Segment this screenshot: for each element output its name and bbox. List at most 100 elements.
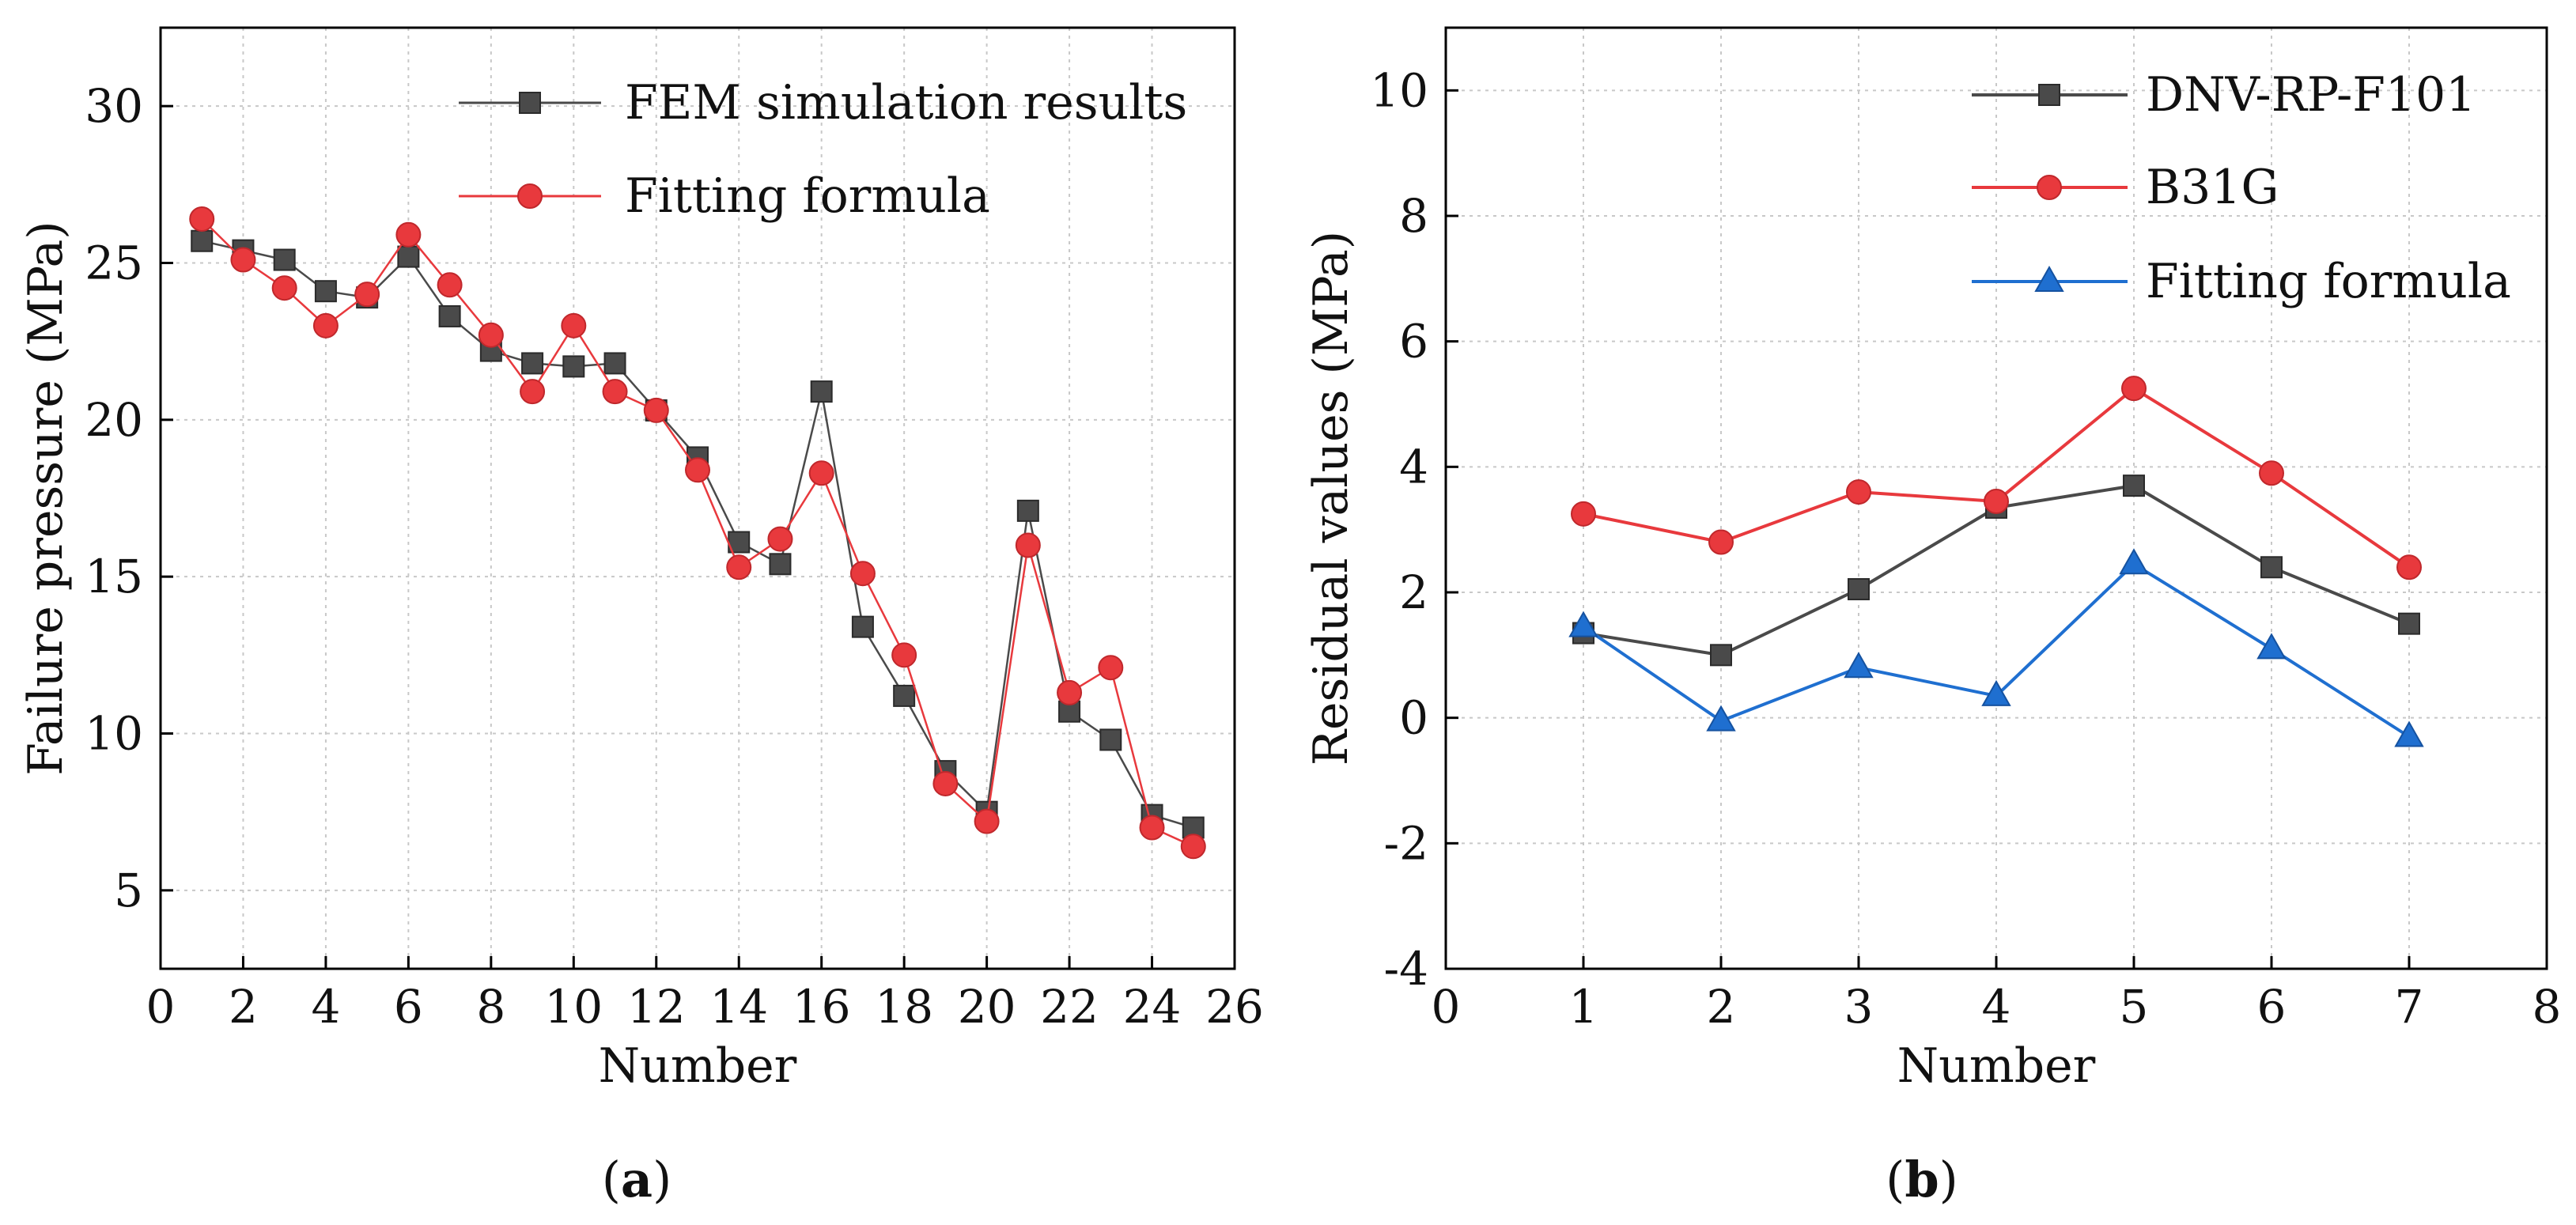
chart-b-data-point bbox=[2394, 720, 2424, 747]
chart-a-data-point bbox=[191, 229, 214, 252]
chart-a-x-tick-label: 22 bbox=[1040, 980, 1099, 1034]
chart-a-data-point bbox=[271, 275, 297, 301]
chart-b-y-tick-label: 10 bbox=[1370, 63, 1428, 117]
chart-a-data-point bbox=[849, 561, 876, 587]
chart-a-data-point bbox=[643, 397, 669, 423]
chart-b-x-tick-label: 1 bbox=[1569, 980, 1598, 1034]
chart-a-data-point bbox=[767, 526, 793, 552]
chart-a-data-point bbox=[314, 280, 337, 303]
chart-a-data-point bbox=[1098, 655, 1124, 681]
chart-b-x-tick-label: 4 bbox=[1982, 980, 2011, 1034]
chart-a-data-point bbox=[438, 304, 461, 327]
chart-a-legend-entry-fem: FEM simulation results bbox=[459, 75, 1187, 130]
chart-b-legend-entry-dnv: DNV-RP-F101 bbox=[1972, 67, 2476, 123]
chart-a-data-point bbox=[769, 553, 792, 576]
chart-a-data-point bbox=[521, 352, 544, 375]
chart-a-data-point bbox=[1139, 815, 1165, 841]
chart-b-data-point bbox=[2256, 633, 2287, 660]
chart-a-x-tick-label: 8 bbox=[476, 980, 505, 1034]
chart-b-x-tick-label: 2 bbox=[1707, 980, 1736, 1034]
chart-a-legend: FEM simulation results Fitting formula bbox=[459, 75, 1187, 224]
chart-b-legend-entry-b31g: B31G bbox=[1972, 160, 2279, 215]
chart-b-caption: (b) bbox=[1886, 1151, 1958, 1208]
chart-a-data-point bbox=[354, 282, 380, 308]
chart-b-data-point bbox=[1844, 652, 1874, 679]
chart-a-data-point bbox=[561, 312, 587, 338]
chart-b-x-tick-label: 5 bbox=[2120, 980, 2149, 1034]
chart-b-data-point bbox=[1568, 611, 1598, 637]
chart-b-y-tick-label: 2 bbox=[1399, 565, 1428, 619]
chart-a-legend-label-fem: FEM simulation results bbox=[625, 75, 1187, 130]
chart-b-data-point bbox=[1708, 529, 1734, 555]
chart-a-data-point bbox=[1016, 499, 1039, 522]
chart-b-data-point bbox=[2396, 554, 2422, 580]
chart-a-legend-entry-fit: Fitting formula bbox=[459, 168, 990, 224]
chart-a-x-tick-label: 0 bbox=[146, 980, 176, 1034]
chart-b-y-axis-label: Residual values (MPa) bbox=[1303, 231, 1359, 766]
chart-a-data-point bbox=[562, 355, 585, 378]
chart-a-x-tick-label: 16 bbox=[792, 980, 851, 1034]
chart-a-x-tick-label: 10 bbox=[544, 980, 603, 1034]
chart-a-y-axis-label: Failure pressure (MPa) bbox=[18, 221, 74, 775]
chart-a-caption-letter: a bbox=[621, 1151, 653, 1208]
chart-b-legend-square-marker bbox=[2038, 84, 2060, 106]
chart-b-legend-circle-marker bbox=[2037, 175, 2062, 200]
chart-a-data-point bbox=[397, 245, 420, 268]
chart-a-data-point bbox=[891, 642, 917, 668]
chart-b-data-point bbox=[1571, 501, 1596, 527]
chart-b-data-point bbox=[2259, 460, 2284, 486]
chart-b-data-point bbox=[2119, 548, 2149, 575]
chart-b-data-point bbox=[1981, 679, 2011, 706]
chart-b-data-point bbox=[1846, 479, 1871, 505]
chart-a-data-point bbox=[437, 272, 463, 298]
chart-a-x-tick-label: 2 bbox=[229, 980, 258, 1034]
chart-b-legend-triangle-marker bbox=[2034, 265, 2064, 292]
chart-a-data-point bbox=[851, 615, 874, 638]
chart-b-data-point bbox=[1848, 578, 1870, 601]
chart-b-legend-entry-fit: Fitting formula bbox=[1972, 254, 2511, 309]
chart-a-data-point bbox=[1180, 834, 1206, 860]
chart-a-legend-circle-marker bbox=[517, 183, 543, 209]
chart-a-data-point bbox=[230, 247, 256, 273]
chart-a-x-tick-label: 18 bbox=[875, 980, 933, 1034]
chart-b-y-tick-label: 6 bbox=[1399, 315, 1428, 369]
chart-a-data-point bbox=[810, 380, 833, 403]
chart-b-y-tick-label: 8 bbox=[1399, 189, 1428, 243]
chart-a-y-tick-label: 10 bbox=[85, 707, 143, 761]
chart-a-series-line-1 bbox=[201, 218, 1194, 848]
chart-b-data-point bbox=[2398, 612, 2420, 635]
chart-a-x-tick-label: 14 bbox=[709, 980, 768, 1034]
chart-a-plot-frame bbox=[159, 26, 1236, 970]
chart-b-data-point bbox=[1984, 488, 2009, 514]
chart-a-series-line-0 bbox=[201, 240, 1194, 829]
chart-panel-b: 0 1 2 3 4 5 6 7 8 -4 -2 0 2 4 6 8 10 DNV-RP-F101 B31G Fi… bbox=[1303, 26, 2561, 1208]
chart-a-data-point bbox=[893, 684, 916, 707]
chart-a-legend-square-marker bbox=[519, 92, 541, 114]
chart-b-legend: DNV-RP-F101 B31G Fitting formula bbox=[1972, 67, 2511, 309]
chart-a-series bbox=[189, 206, 1206, 860]
chart-b-ticks: 0 1 2 3 4 5 6 7 8 -4 -2 0 2 4 6 8 10 bbox=[1370, 63, 2561, 1034]
chart-b-legend-label-dnv: DNV-RP-F101 bbox=[2146, 67, 2476, 123]
chart-b-data-point bbox=[2121, 376, 2147, 402]
chart-b-y-tick-label: 0 bbox=[1399, 691, 1428, 745]
chart-a-y-tick-label: 15 bbox=[85, 550, 143, 603]
chart-b-gridlines bbox=[1446, 28, 2547, 969]
chart-b-y-tick-label: -4 bbox=[1384, 942, 1429, 996]
chart-a-data-point bbox=[273, 248, 296, 271]
chart-a-data-point bbox=[685, 457, 710, 483]
chart-b-y-tick-label: -2 bbox=[1384, 816, 1429, 870]
chart-a-data-point bbox=[1015, 532, 1041, 558]
chart-a-x-tick-label: 4 bbox=[311, 980, 340, 1034]
chart-a-legend-label-fit: Fitting formula bbox=[625, 168, 990, 224]
chart-a-data-point bbox=[520, 379, 546, 405]
chart-a-x-tick-label: 24 bbox=[1123, 980, 1182, 1034]
chart-b-x-tick-label: 8 bbox=[2532, 980, 2562, 1034]
chart-a-data-point bbox=[932, 770, 959, 796]
chart-b-y-tick-label: 4 bbox=[1399, 440, 1428, 493]
chart-a-y-tick-label: 5 bbox=[114, 864, 143, 917]
chart-a-caption: (a) bbox=[602, 1151, 672, 1208]
